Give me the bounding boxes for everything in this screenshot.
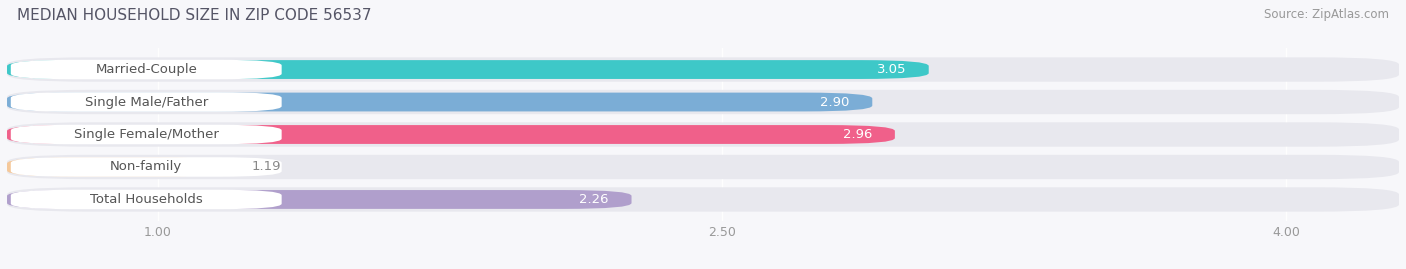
FancyBboxPatch shape [7, 60, 929, 79]
FancyBboxPatch shape [7, 187, 1399, 212]
Text: Source: ZipAtlas.com: Source: ZipAtlas.com [1264, 8, 1389, 21]
Text: Married-Couple: Married-Couple [96, 63, 197, 76]
Text: Non-family: Non-family [110, 161, 183, 174]
FancyBboxPatch shape [7, 122, 1399, 147]
Text: 2.96: 2.96 [844, 128, 872, 141]
FancyBboxPatch shape [7, 90, 1399, 114]
FancyBboxPatch shape [7, 93, 872, 111]
FancyBboxPatch shape [11, 157, 281, 177]
Text: Single Male/Father: Single Male/Father [84, 95, 208, 108]
FancyBboxPatch shape [11, 125, 281, 144]
FancyBboxPatch shape [11, 92, 281, 112]
FancyBboxPatch shape [7, 57, 1399, 82]
Text: 2.90: 2.90 [820, 95, 849, 108]
Text: 3.05: 3.05 [877, 63, 905, 76]
Text: 1.19: 1.19 [252, 161, 281, 174]
FancyBboxPatch shape [7, 125, 894, 144]
FancyBboxPatch shape [11, 190, 281, 209]
FancyBboxPatch shape [7, 158, 229, 176]
FancyBboxPatch shape [11, 60, 281, 79]
Text: MEDIAN HOUSEHOLD SIZE IN ZIP CODE 56537: MEDIAN HOUSEHOLD SIZE IN ZIP CODE 56537 [17, 8, 371, 23]
FancyBboxPatch shape [7, 155, 1399, 179]
Text: Single Female/Mother: Single Female/Mother [73, 128, 219, 141]
Text: Total Households: Total Households [90, 193, 202, 206]
Text: 2.26: 2.26 [579, 193, 609, 206]
FancyBboxPatch shape [7, 190, 631, 209]
